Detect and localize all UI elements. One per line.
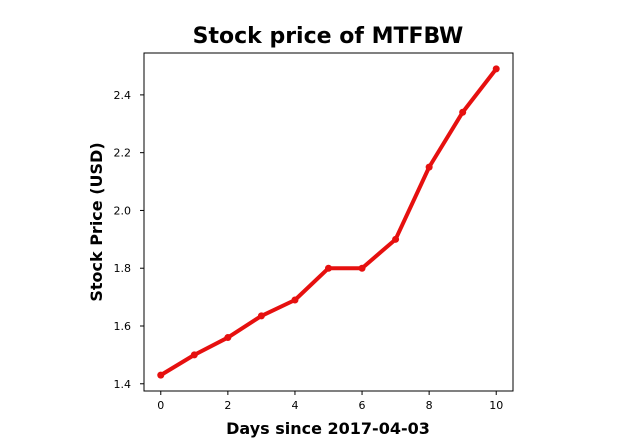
y-tick-label: 2.0 [114,204,132,217]
data-point [325,264,332,272]
y-tick-label: 1.8 [114,262,132,275]
x-tick-label: 10 [489,399,503,412]
y-tick-label: 2.2 [114,147,132,160]
series-layer [157,65,500,379]
x-tick-label: 6 [359,399,366,412]
x-tick-label: 2 [224,399,231,412]
x-tick-label: 4 [291,399,298,412]
x-tick-label: 0 [157,399,164,412]
data-point [358,264,366,272]
plot-area [143,52,514,392]
data-point [392,235,400,243]
x-axis-ticks: 0 2 4 6 8 10 [157,391,503,412]
data-point [257,312,265,320]
data-point [425,163,433,171]
y-tick-label: 2.4 [114,89,132,102]
chart-title: Stock price of MTFBW [193,24,464,49]
y-axis-label: Stock Price (USD) [87,142,106,301]
data-point [224,334,232,342]
data-point [492,65,500,73]
y-tick-label: 1.4 [114,378,132,391]
y-tick-label: 1.6 [114,320,132,333]
x-axis-label: Days since 2017-04-03 [226,419,430,438]
data-point [459,108,467,116]
data-point [190,351,198,359]
data-point [157,371,165,379]
data-point [291,296,299,304]
y-axis-ticks: 1.4 1.6 1.8 2.0 2.2 2.4 [114,89,144,391]
x-tick-label: 8 [426,399,433,412]
